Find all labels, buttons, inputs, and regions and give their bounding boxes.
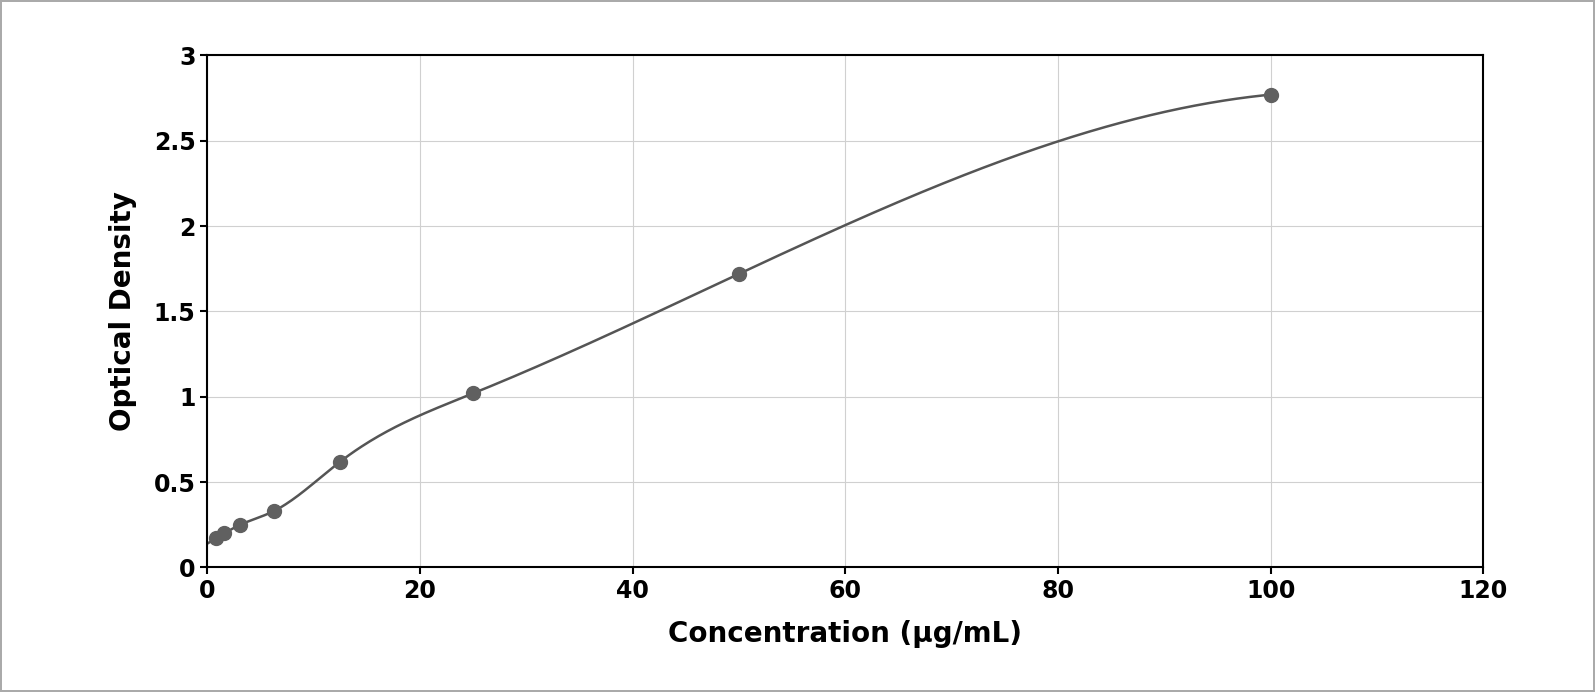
Point [228, 519, 254, 530]
Point [461, 388, 486, 399]
Point [327, 456, 352, 467]
Y-axis label: Optical Density: Optical Density [108, 192, 137, 431]
Point [726, 268, 751, 280]
Point [262, 506, 287, 517]
Point [1258, 89, 1284, 100]
Point [203, 533, 228, 544]
Point [212, 528, 238, 539]
X-axis label: Concentration (μg/mL): Concentration (μg/mL) [668, 620, 1022, 648]
